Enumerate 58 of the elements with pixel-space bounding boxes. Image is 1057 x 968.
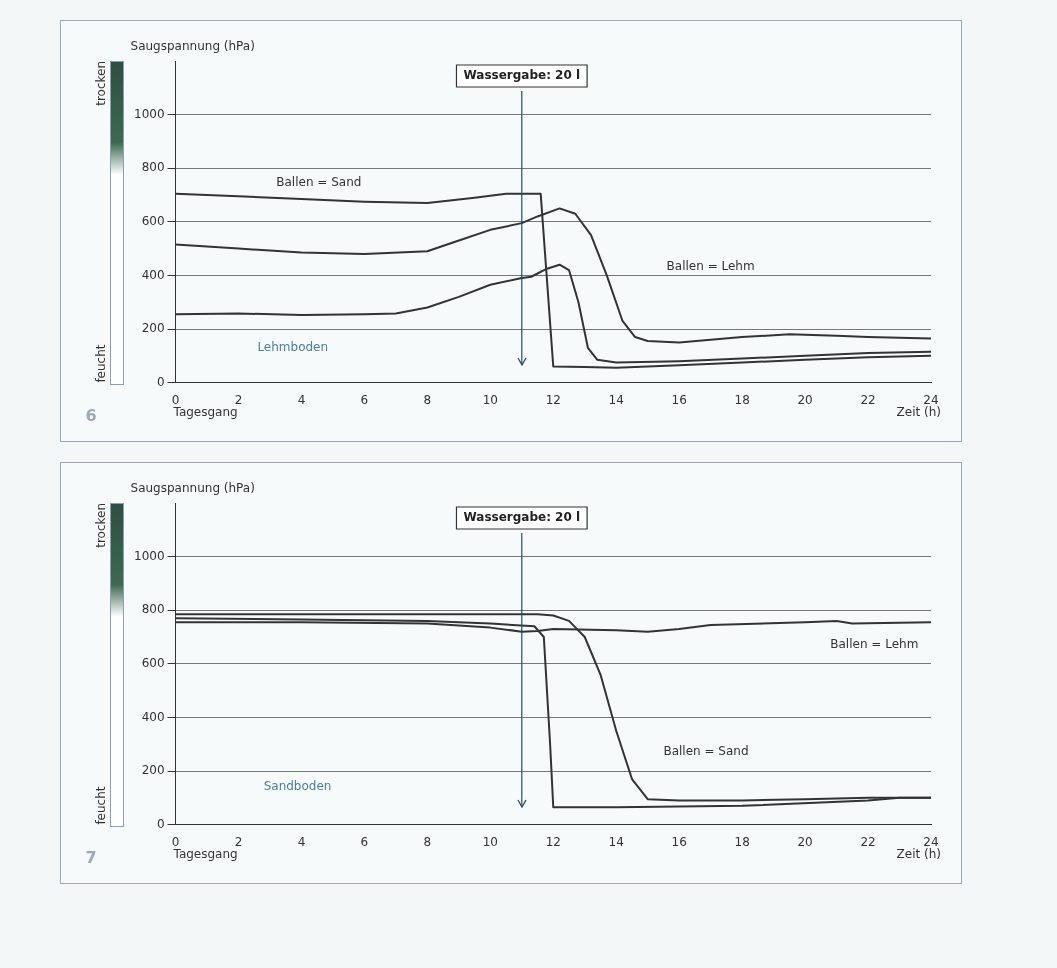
- x-tick-label: 2: [234, 392, 243, 407]
- y-tick-label: 400: [141, 709, 165, 724]
- x-tick-label: 22: [860, 392, 876, 407]
- y-tick-label: 400: [141, 267, 165, 282]
- y-tick-label: 0: [156, 816, 165, 831]
- x-tick-label: 14: [608, 834, 624, 849]
- y-axis-title: Saugspannung (hPa): [130, 481, 255, 496]
- annotation: Ballen = Lehm: [666, 259, 755, 274]
- annotation: Ballen = Sand: [663, 744, 749, 759]
- x-tick-label: 14: [608, 392, 624, 407]
- annotation: Ballen = Lehm: [830, 637, 919, 652]
- text: feucht: [93, 786, 108, 825]
- x-tick-label: 0: [171, 392, 180, 407]
- x-tick-label: 20: [797, 834, 813, 849]
- text: Tagesgang: [172, 846, 238, 861]
- text: trocken: [93, 503, 108, 548]
- x-tick-label: 0: [171, 834, 180, 849]
- y-tick-label: 600: [141, 213, 165, 228]
- y-tick-label: 800: [141, 160, 165, 175]
- y-tick-label: 800: [141, 602, 165, 617]
- x-tick-label: 24: [923, 834, 939, 849]
- x-tick-label: 4: [297, 392, 306, 407]
- y-tick-label: 1000: [133, 106, 165, 121]
- text: feucht: [93, 344, 108, 383]
- text: 6: [85, 405, 97, 425]
- y-tick-label: 200: [141, 321, 165, 336]
- x-tick-label: 8: [423, 834, 432, 849]
- y-tick-label: 1000: [133, 548, 165, 563]
- x-tick-label: 10: [482, 834, 498, 849]
- text: Tagesgang: [172, 404, 238, 419]
- annotation: Lehmboden: [257, 339, 329, 354]
- x-tick-label: 20: [797, 392, 813, 407]
- text: 7: [85, 847, 97, 867]
- text: trocken: [93, 61, 108, 106]
- annotation: Wassergabe: 20 l: [463, 68, 581, 83]
- x-tick-label: 12: [545, 834, 561, 849]
- x-tick-label: 16: [671, 834, 687, 849]
- x-tick-label: 18: [734, 392, 750, 407]
- x-tick-label: 8: [423, 392, 432, 407]
- x-tick-label: 6: [360, 392, 369, 407]
- y-tick-label: 0: [156, 374, 165, 389]
- annotation: Wassergabe: 20 l: [463, 510, 581, 525]
- x-tick-label: 18: [734, 834, 750, 849]
- annotation: Sandboden: [263, 779, 332, 794]
- x-tick-label: 2: [234, 834, 243, 849]
- y-tick-label: 200: [141, 763, 165, 778]
- annotation: Ballen = Sand: [276, 175, 362, 190]
- x-tick-label: 12: [545, 392, 561, 407]
- x-tick-label: 24: [923, 392, 939, 407]
- x-tick-label: 22: [860, 834, 876, 849]
- x-tick-label: 6: [360, 834, 369, 849]
- x-tick-label: 10: [482, 392, 498, 407]
- x-tick-label: 4: [297, 834, 306, 849]
- x-axis-title: Zeit (h): [896, 404, 941, 419]
- x-axis-title: Zeit (h): [896, 846, 941, 861]
- y-tick-label: 600: [141, 655, 165, 670]
- y-axis-title: Saugspannung (hPa): [130, 39, 255, 54]
- x-tick-label: 16: [671, 392, 687, 407]
